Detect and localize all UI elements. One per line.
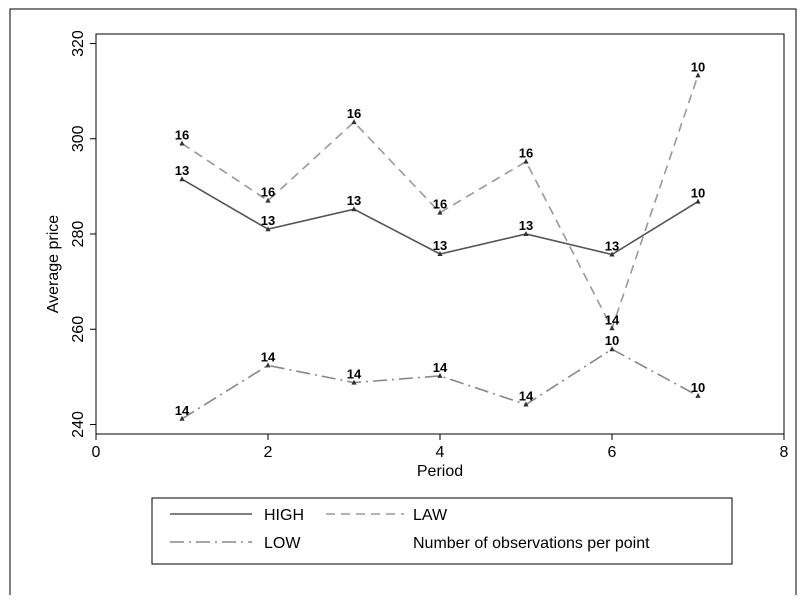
data-label-law: 16 <box>347 106 361 121</box>
data-point-law <box>695 72 701 78</box>
x-axis-label: Period <box>417 463 463 480</box>
data-label-law: 10 <box>691 59 705 74</box>
x-tick-label: 6 <box>608 444 617 461</box>
data-point-high <box>351 206 357 212</box>
legend-label-low: LOW <box>264 535 301 552</box>
data-point-high <box>609 251 615 257</box>
data-label-low: 10 <box>605 333 619 348</box>
data-point-low <box>351 379 357 385</box>
data-label-low: 10 <box>691 380 705 395</box>
x-tick-label: 0 <box>92 444 101 461</box>
data-point-high <box>695 198 701 204</box>
data-label-high: 13 <box>605 238 619 253</box>
data-point-low <box>609 346 615 352</box>
data-point-low <box>265 362 271 368</box>
y-tick-label: 320 <box>70 30 87 57</box>
data-label-law: 14 <box>605 312 620 327</box>
data-point-law <box>265 197 271 203</box>
legend-label-number-of-observations-per-point: Number of observations per point <box>413 535 650 552</box>
data-point-law <box>609 325 615 331</box>
data-point-high <box>265 226 271 232</box>
legend-box <box>151 497 733 565</box>
data-label-high: 13 <box>175 163 189 178</box>
data-point-law <box>351 119 357 125</box>
data-point-low <box>695 392 701 398</box>
data-label-law: 16 <box>519 146 533 161</box>
y-axis-label: Average price <box>45 215 62 314</box>
x-tick-label: 4 <box>436 444 445 461</box>
data-point-law <box>179 140 185 146</box>
data-label-high: 13 <box>347 193 361 208</box>
data-point-low <box>437 372 443 378</box>
data-label-low: 14 <box>175 403 190 418</box>
y-tick-label: 260 <box>70 316 87 343</box>
x-tick-label: 8 <box>780 444 789 461</box>
data-point-high <box>179 176 185 182</box>
x-tick-label: 2 <box>264 444 273 461</box>
data-point-low <box>523 401 529 407</box>
axes: 0 2 4 6 8 Period 240 260 280 300 320 Average price <box>45 30 789 480</box>
data-label-high: 13 <box>519 218 533 233</box>
legend: HIGH LAW LOW Number of observations per poi… <box>151 497 733 565</box>
y-tick-label: 280 <box>70 221 87 248</box>
data-point-law <box>523 158 529 164</box>
data-label-low: 14 <box>519 388 534 403</box>
data-label-high: 13 <box>261 213 275 228</box>
data-point-law <box>437 209 443 215</box>
legend-label-law: LAW <box>413 507 448 524</box>
series-layer <box>179 72 701 421</box>
y-tick-label: 240 <box>70 411 87 438</box>
data-label-high: 13 <box>433 238 447 253</box>
data-label-law: 16 <box>175 128 189 143</box>
data-point-high <box>437 251 443 256</box>
data-label-low: 14 <box>433 360 448 375</box>
data-point-low <box>179 415 185 421</box>
data-label-low: 14 <box>261 349 276 364</box>
data-point-high <box>523 231 529 236</box>
y-tick-label: 300 <box>70 125 87 152</box>
data-label-law: 16 <box>261 185 275 200</box>
data-labels-layer: 13 13 13 13 13 13 10 16 16 16 16 16 14 10 14 14 14 14 14 10… <box>175 59 705 417</box>
outer-frame <box>9 8 797 600</box>
data-label-high: 10 <box>691 186 705 201</box>
data-label-law: 16 <box>433 197 447 212</box>
legend-label-high: HIGH <box>264 507 304 524</box>
data-label-low: 14 <box>347 367 362 382</box>
